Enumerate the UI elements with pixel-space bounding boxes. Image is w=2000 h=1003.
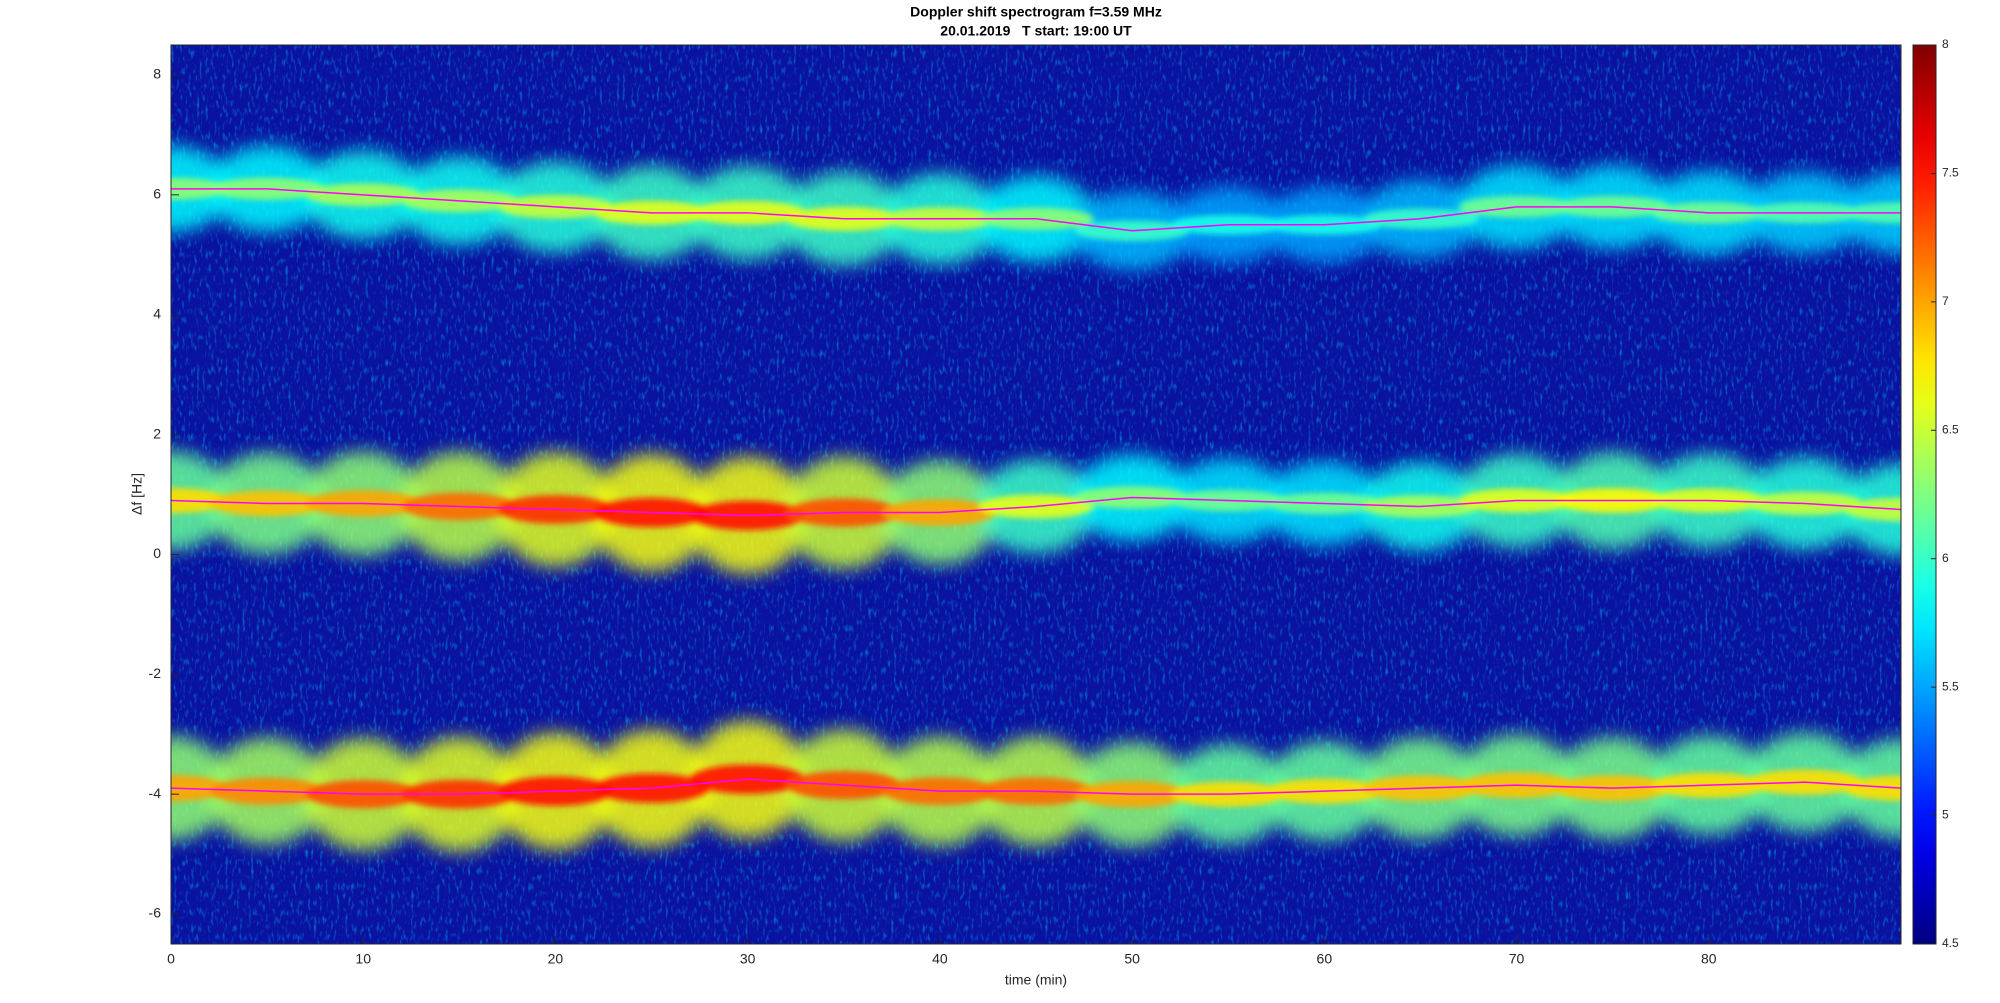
y-tick-label: -4 <box>149 785 162 801</box>
y-axis-label: Δf [Hz] <box>129 473 145 515</box>
y-tick-label: 4 <box>153 305 161 321</box>
y-tick-label: 6 <box>153 186 161 202</box>
plot-frame <box>170 44 1902 945</box>
x-tick-label: 50 <box>1124 951 1140 967</box>
band-core <box>1843 775 1901 801</box>
colorbar-tick-label: 4.5 <box>1942 936 1959 950</box>
colorbar-tick-label: 7.5 <box>1942 166 1959 180</box>
bands <box>171 145 1901 852</box>
x-tick-label: 0 <box>167 951 175 967</box>
x-tick-label: 80 <box>1701 951 1717 967</box>
y-tick-label: -2 <box>149 665 162 681</box>
trace-line <box>171 496 1901 517</box>
y-tick-label: 8 <box>153 66 161 82</box>
colorbar <box>1912 44 1937 945</box>
band-core <box>1843 497 1901 522</box>
y-tick-label: 2 <box>153 425 161 441</box>
trace-line <box>171 188 1901 232</box>
y-tick-label: 0 <box>153 545 161 561</box>
chart-title: Doppler shift spectrogram f=3.59 MHz <box>910 4 1162 20</box>
chart-subtitle: 20.01.2019 T start: 19:00 UT <box>940 23 1132 39</box>
x-tick-label: 40 <box>932 951 948 967</box>
colorbar-tick-label: 5 <box>1942 808 1949 822</box>
y-tick-label: -6 <box>149 905 162 921</box>
colorbar-tick-label: 7 <box>1942 294 1949 308</box>
colorbar-tick-label: 6 <box>1942 551 1949 565</box>
x-tick-label: 60 <box>1317 951 1333 967</box>
colorbar-tick-label: 8 <box>1942 37 1949 51</box>
colorbar-tick-label: 6.5 <box>1942 422 1959 436</box>
x-tick-label: 20 <box>548 951 564 967</box>
colorbar-tick-label: 5.5 <box>1942 679 1959 693</box>
x-axis-label: time (min) <box>1005 972 1067 988</box>
trace-line <box>171 778 1901 795</box>
x-tick-label: 30 <box>740 951 756 967</box>
x-tick-label: 70 <box>1509 951 1525 967</box>
x-tick-label: 10 <box>355 951 371 967</box>
